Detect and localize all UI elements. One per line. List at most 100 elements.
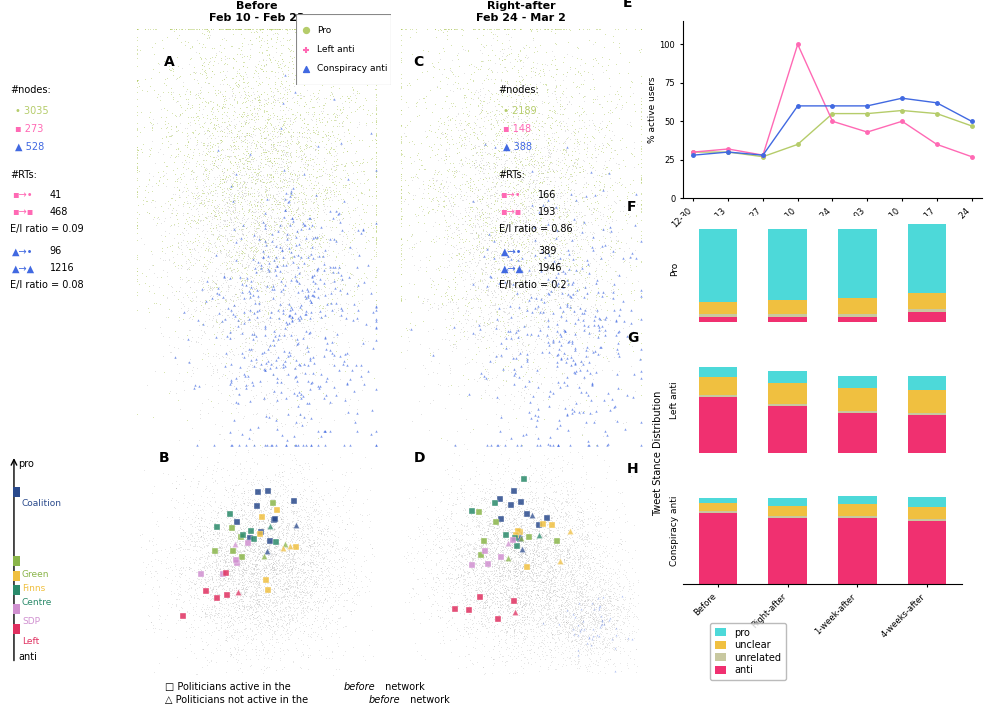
Point xyxy=(238,513,254,525)
Point xyxy=(502,537,518,548)
Point xyxy=(265,522,281,533)
Point xyxy=(629,159,645,170)
Point xyxy=(253,636,269,648)
Point xyxy=(502,491,518,503)
Point xyxy=(561,224,577,236)
Point xyxy=(474,267,490,278)
Text: C: C xyxy=(414,55,424,69)
Point xyxy=(203,256,219,268)
Point xyxy=(212,598,228,609)
Point xyxy=(302,590,318,601)
Point xyxy=(566,248,582,259)
Point xyxy=(258,600,274,612)
Point xyxy=(484,118,499,130)
Point xyxy=(623,148,639,159)
Point xyxy=(536,413,552,424)
Point xyxy=(276,227,292,238)
Point xyxy=(261,506,277,518)
Point xyxy=(512,590,528,601)
Point xyxy=(508,554,524,566)
Point xyxy=(267,600,283,611)
Point xyxy=(525,544,541,555)
Point xyxy=(294,570,310,581)
Point xyxy=(298,306,314,317)
Point xyxy=(244,537,260,548)
Point xyxy=(253,215,269,226)
Point xyxy=(515,612,531,623)
Point xyxy=(461,539,477,551)
Point xyxy=(327,115,343,126)
Point xyxy=(537,529,553,540)
Point xyxy=(274,503,290,514)
Point xyxy=(541,149,557,160)
Point xyxy=(286,452,302,464)
Point xyxy=(211,579,227,590)
Point xyxy=(543,547,559,559)
Point xyxy=(598,654,614,666)
Point xyxy=(508,630,524,641)
Point xyxy=(592,610,608,622)
Point xyxy=(571,597,587,608)
Point xyxy=(258,548,274,559)
Point xyxy=(283,131,299,142)
Point xyxy=(568,603,584,614)
Point xyxy=(579,138,595,149)
Point xyxy=(248,561,264,573)
Point xyxy=(261,535,277,547)
Point xyxy=(272,153,288,164)
Point xyxy=(536,602,552,613)
Point xyxy=(473,504,489,515)
Point xyxy=(501,301,517,312)
Point xyxy=(311,515,327,526)
Point xyxy=(255,261,271,272)
Point xyxy=(240,314,256,326)
Point xyxy=(579,599,595,610)
Point xyxy=(241,567,257,578)
Point xyxy=(264,559,280,571)
Point xyxy=(526,174,542,185)
Point xyxy=(473,89,489,101)
Point xyxy=(433,127,449,139)
Point xyxy=(260,557,276,569)
Point xyxy=(517,154,533,165)
Point xyxy=(263,246,279,257)
Point xyxy=(523,513,539,524)
Point xyxy=(496,571,511,583)
Point xyxy=(229,516,245,527)
Point xyxy=(192,161,208,172)
Point xyxy=(245,340,261,351)
Point xyxy=(202,282,218,293)
Point xyxy=(573,227,589,238)
Point xyxy=(548,622,564,633)
Point xyxy=(568,635,584,646)
Point xyxy=(294,611,310,622)
Point xyxy=(449,229,465,241)
Point xyxy=(253,122,269,134)
Point xyxy=(500,571,516,582)
Point xyxy=(188,380,204,392)
Point xyxy=(599,593,615,605)
Point xyxy=(249,170,265,181)
Point xyxy=(530,501,546,513)
Point xyxy=(203,23,219,35)
Point xyxy=(596,619,612,630)
Point xyxy=(138,569,154,580)
Point xyxy=(287,150,303,161)
Point xyxy=(212,339,228,350)
Point xyxy=(489,408,504,419)
Point xyxy=(460,118,476,130)
Point xyxy=(545,265,561,276)
Point xyxy=(601,115,617,126)
Point xyxy=(305,126,321,137)
Point xyxy=(310,308,326,319)
Point xyxy=(282,625,298,636)
Point xyxy=(520,216,536,227)
Point xyxy=(246,590,262,601)
Point xyxy=(529,575,545,586)
Point xyxy=(334,198,350,209)
Point xyxy=(624,612,640,623)
Point xyxy=(557,532,573,544)
Point xyxy=(560,558,576,569)
Point xyxy=(537,582,553,593)
Point xyxy=(304,23,320,35)
